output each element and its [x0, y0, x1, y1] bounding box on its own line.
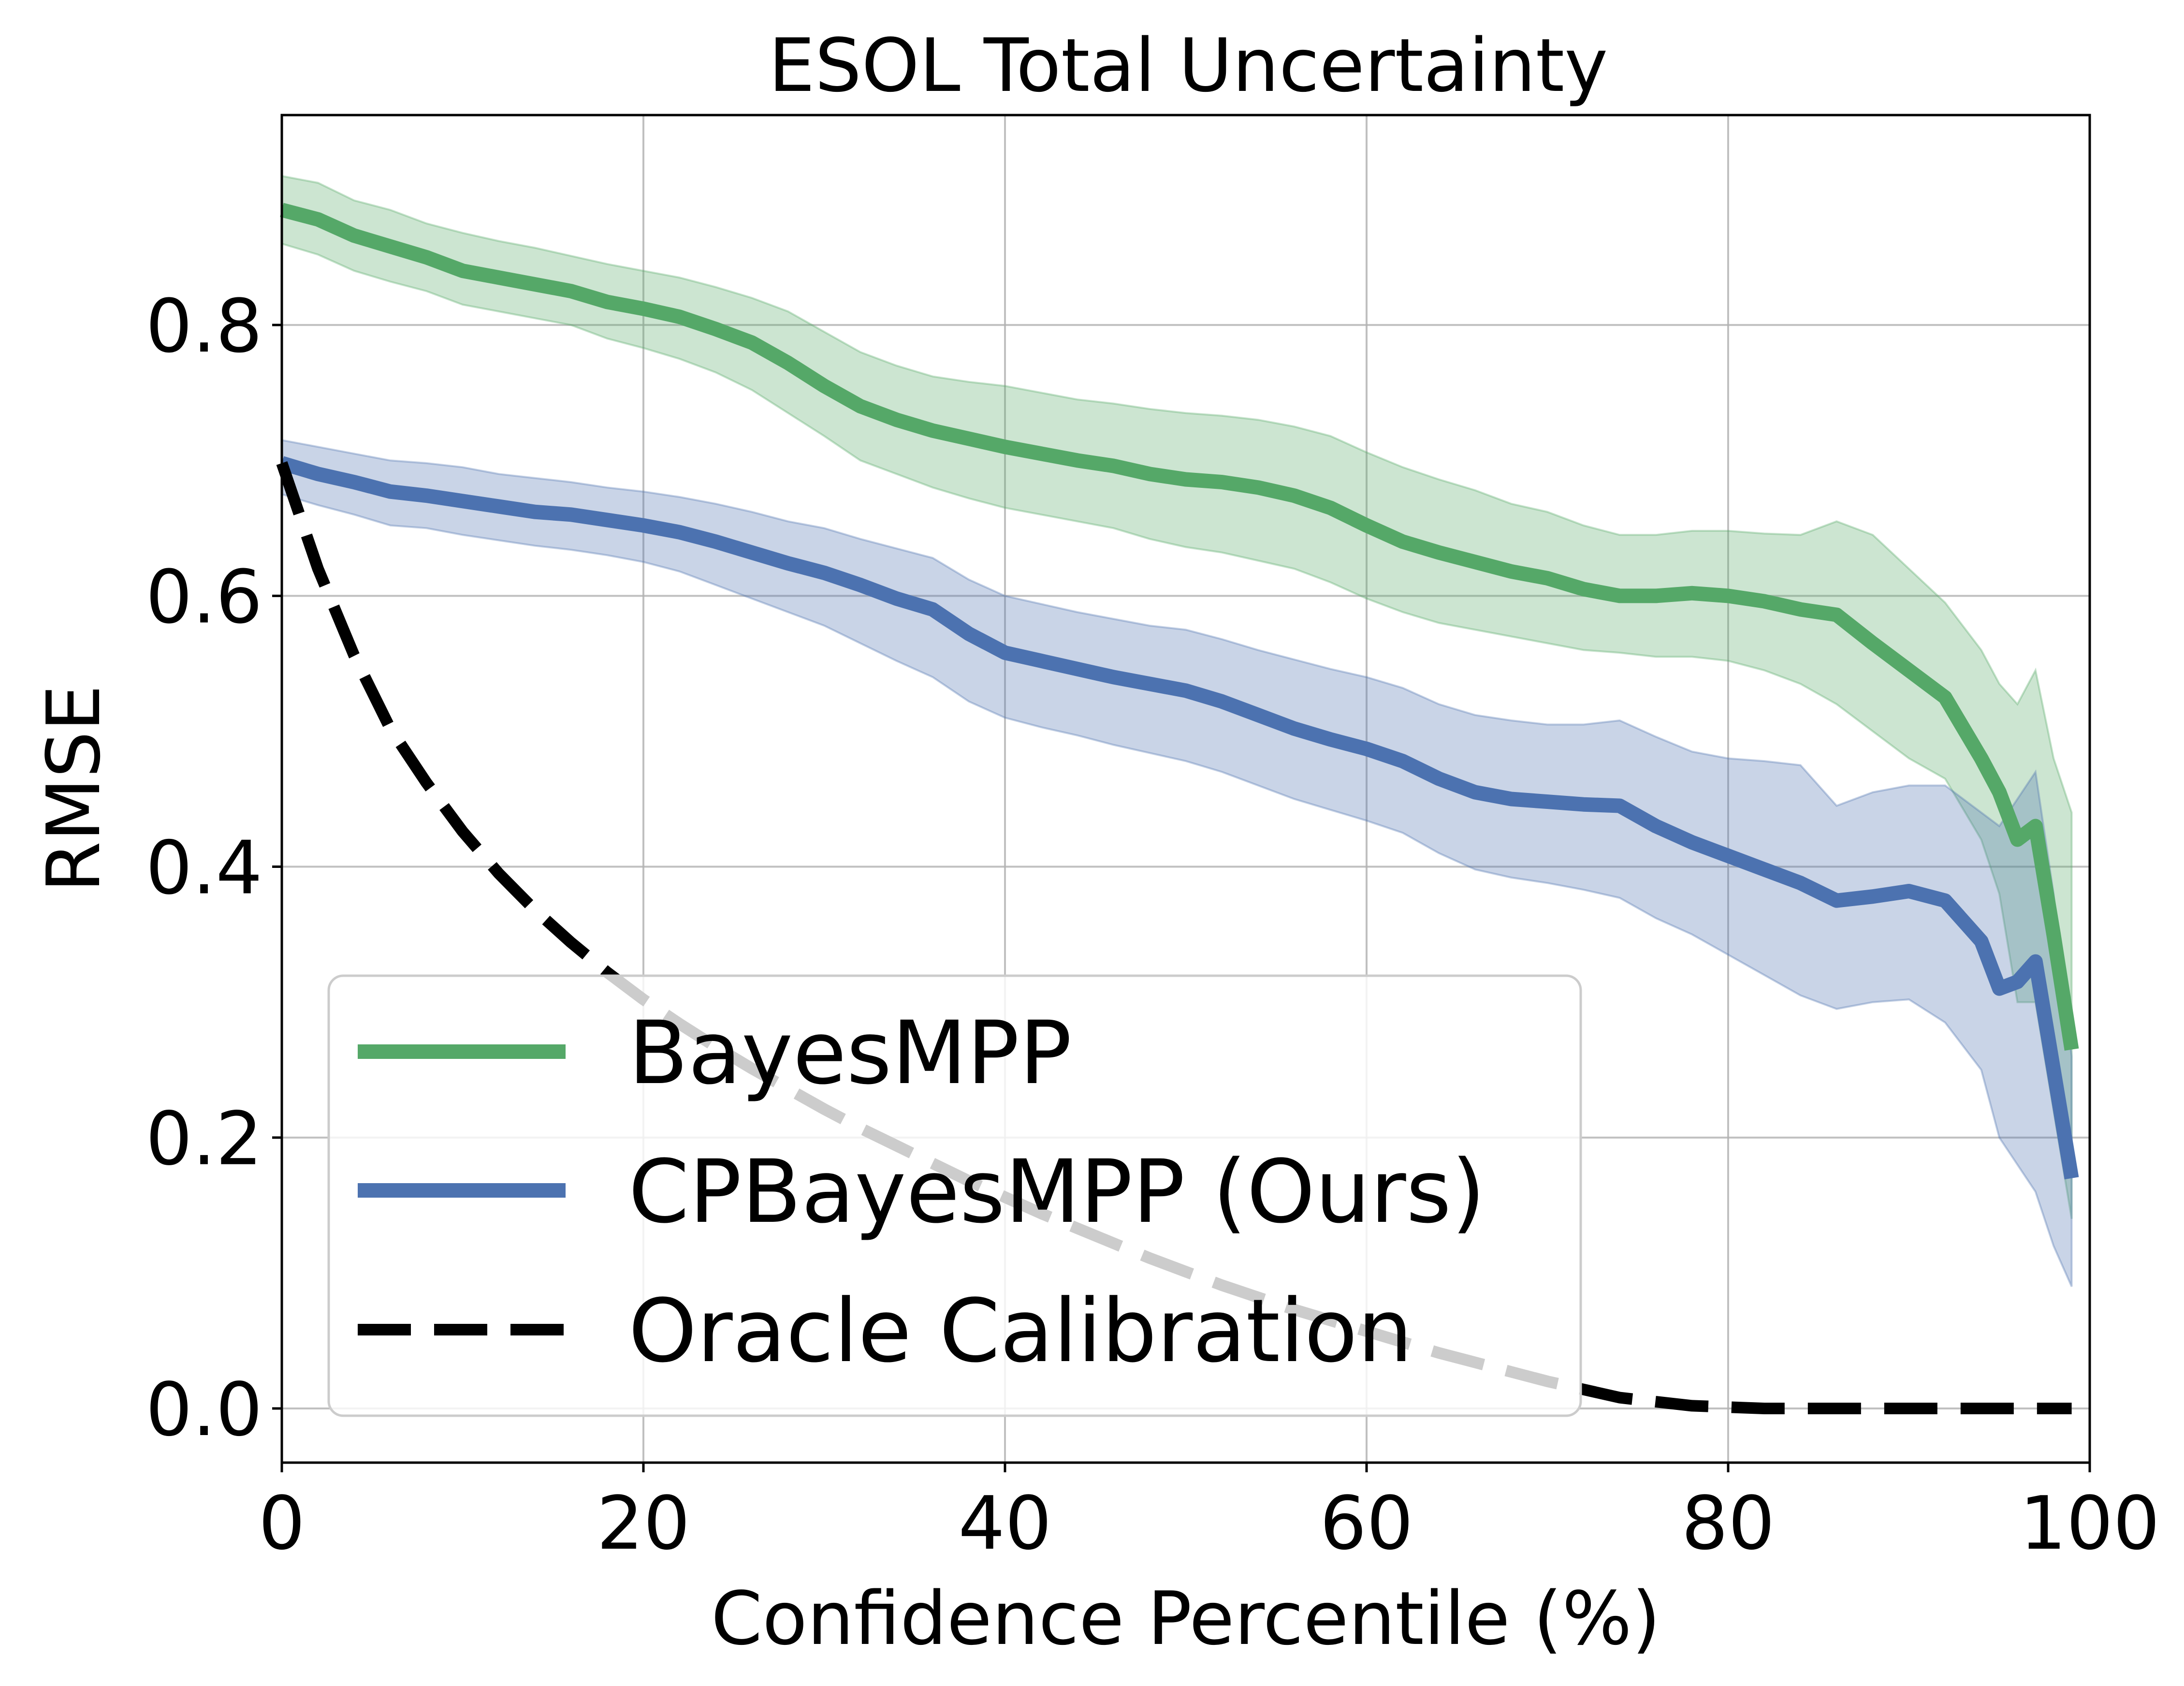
legend-label-2: Oracle Calibration [628, 1281, 1412, 1382]
y-axis-ticks: 0.0 0.2 0.4 0.6 0.8 [146, 283, 282, 1452]
x-tick-label-3: 60 [1320, 1481, 1413, 1566]
y-tick-label-0: 0.0 [146, 1367, 262, 1452]
x-tick-label-2: 40 [958, 1481, 1051, 1566]
legend-box [327, 974, 1582, 1417]
y-axis-label: RMSE [31, 685, 116, 892]
x-axis-label: Confidence Percentile (%) [711, 1576, 1660, 1661]
legend-label-0: BayesMPP [628, 1003, 1072, 1104]
x-axis-ticks: 0 20 40 60 80 100 [259, 1463, 2160, 1566]
x-tick-label-0: 0 [259, 1481, 306, 1566]
x-tick-label-4: 80 [1681, 1481, 1775, 1566]
y-tick-label-1: 0.2 [146, 1096, 262, 1182]
line-series-0 [280, 203, 2079, 1051]
y-tick-label-4: 0.8 [146, 283, 262, 369]
y-tick-label-2: 0.4 [146, 825, 262, 911]
x-tick-label-1: 20 [597, 1481, 690, 1566]
confidence-bands [281, 175, 2073, 1287]
chart-title: ESOL Total Uncertainty [769, 23, 1608, 108]
y-tick-label-3: 0.6 [146, 554, 262, 640]
line-series-1 [279, 456, 2079, 1180]
plot-frame [280, 114, 2091, 1464]
legend: BayesMPP CPBayesMPP (Ours) Oracle Calibrat… [327, 974, 1582, 1417]
x-tick-label-5: 100 [2020, 1481, 2160, 1566]
band-series-1 [281, 439, 2073, 1287]
band-series-0 [281, 175, 2073, 1219]
legend-label-1: CPBayesMPP (Ours) [628, 1142, 1485, 1243]
